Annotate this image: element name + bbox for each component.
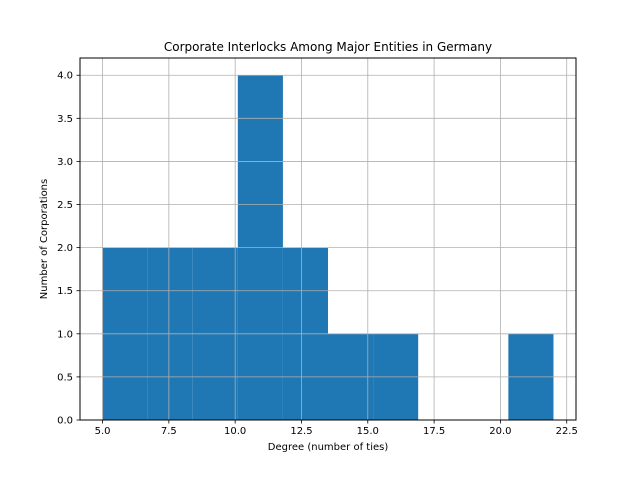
y-tick-label: 2.0: [57, 243, 73, 254]
y-axis-label: Number of Corporations: [39, 179, 50, 299]
plot-frame: [79, 57, 577, 421]
y-tick-label: 2.5: [57, 200, 73, 211]
grid-layer: [80, 58, 576, 421]
x-tick-label: 20.0: [489, 426, 511, 437]
y-tick-label: 0.5: [57, 372, 73, 383]
chart-title: Corporate Interlocks Among Major Entitie…: [164, 40, 492, 54]
x-axis-ticks: 5.0 7.5 10.0 12.5 15.0 17.5 20.0 22.5: [95, 420, 578, 437]
y-tick-label: 3.0: [57, 157, 73, 168]
y-tick-label: 1.0: [57, 329, 73, 340]
x-axis-label: Degree (number of ties): [268, 442, 389, 453]
x-tick-label: 15.0: [357, 426, 379, 437]
x-tick-label: 17.5: [423, 426, 445, 437]
y-axis-ticks: 0.0 0.5 1.0 1.5 2.0 2.5 3.0 3.5 4.0: [57, 71, 80, 427]
y-tick-label: 0.0: [57, 416, 73, 427]
x-tick-label: 22.5: [556, 426, 578, 437]
x-tick-label: 7.5: [161, 426, 177, 437]
x-tick-label: 5.0: [95, 426, 111, 437]
y-tick-label: 1.5: [57, 286, 73, 297]
y-tick-label: 4.0: [57, 71, 73, 82]
y-tick-label: 3.5: [57, 114, 73, 125]
x-tick-label: 10.0: [224, 426, 246, 437]
x-tick-label: 12.5: [290, 426, 312, 437]
